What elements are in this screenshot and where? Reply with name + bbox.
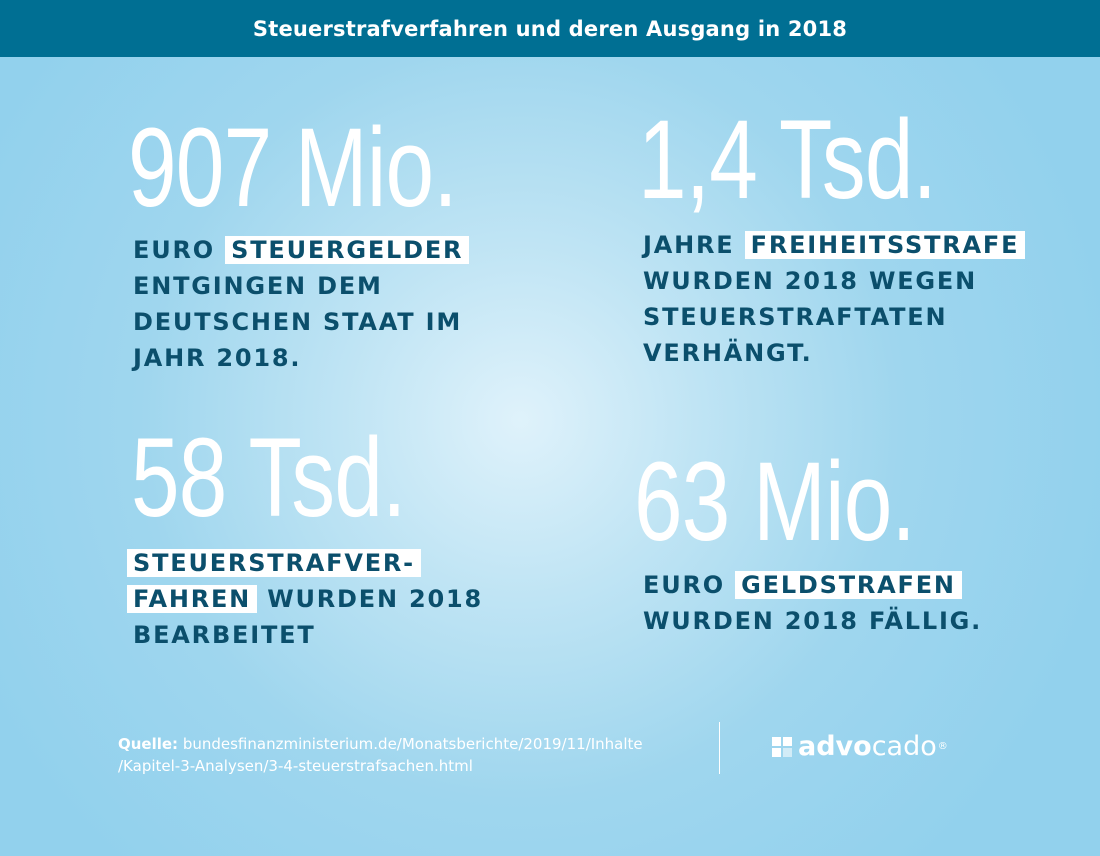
- header-bar: Steuerstrafverfahren und deren Ausgang i…: [0, 0, 1100, 57]
- logo-text: advo: [798, 731, 872, 762]
- stat-description: Steuerstrafver- fahren wurden 2018 bearb…: [127, 545, 484, 653]
- advocado-logo-icon: [772, 736, 792, 757]
- highlight-label: Steuerstrafver-: [127, 549, 421, 577]
- desc-text: deutschen Staat im: [133, 308, 463, 336]
- highlight-label: Freiheitsstrafe: [744, 231, 1026, 259]
- highlight-label: Steuergelder: [225, 236, 470, 264]
- stat-description: Euro Steuergelder entgingen dem deutsche…: [133, 232, 470, 376]
- desc-text: entgingen dem: [133, 272, 383, 300]
- desc-text: Euro: [133, 236, 226, 264]
- source-url: /Kapitel-3-Analysen/3-4-steuerstrafsache…: [118, 757, 473, 775]
- page-title: Steuerstrafverfahren und deren Ausgang i…: [252, 16, 848, 41]
- logo-text: cado: [871, 731, 937, 762]
- source-url: bundesfinanzministerium.de/Monatsbericht…: [178, 735, 643, 753]
- highlight-label: fahren: [127, 585, 258, 613]
- desc-text: Euro: [643, 571, 736, 599]
- advocado-logo: advo cado ®: [770, 731, 948, 762]
- desc-text: Steuerstraftaten: [643, 303, 948, 331]
- desc-text: verhängt.: [643, 339, 813, 367]
- desc-text: Jahre: [643, 231, 745, 259]
- desc-text: bearbeitet: [133, 621, 316, 649]
- desc-text: wurden 2018: [257, 585, 484, 613]
- stat-prison-years: 1,4 Tsd.: [638, 104, 1020, 216]
- stat-description: Jahre Freiheitsstrafe wurden 2018 wegen …: [643, 227, 1026, 371]
- stat-tax-loss: 907 Mio.: [128, 112, 550, 224]
- stat-value: 63 Mio.: [634, 439, 916, 564]
- source-citation: Quelle: bundesfinanzministerium.de/Monat…: [118, 733, 643, 777]
- divider: [719, 722, 720, 774]
- stat-fines: 63 Mio.: [634, 446, 994, 558]
- stat-value: 907 Mio.: [128, 105, 458, 230]
- stat-value: 58 Tsd.: [131, 415, 406, 540]
- desc-text: Jahr 2018.: [133, 344, 302, 372]
- desc-text: wurden 2018 fällig.: [643, 607, 983, 635]
- stat-value: 1,4 Tsd.: [638, 97, 937, 222]
- source-label: Quelle:: [118, 735, 179, 753]
- stat-proceedings: 58 Tsd.: [131, 422, 483, 534]
- desc-text: wurden 2018 wegen: [643, 267, 977, 295]
- highlight-label: Geldstrafen: [735, 571, 962, 599]
- registered-mark: ®: [937, 741, 948, 752]
- stat-description: Euro Geldstrafen wurden 2018 fällig.: [643, 567, 982, 639]
